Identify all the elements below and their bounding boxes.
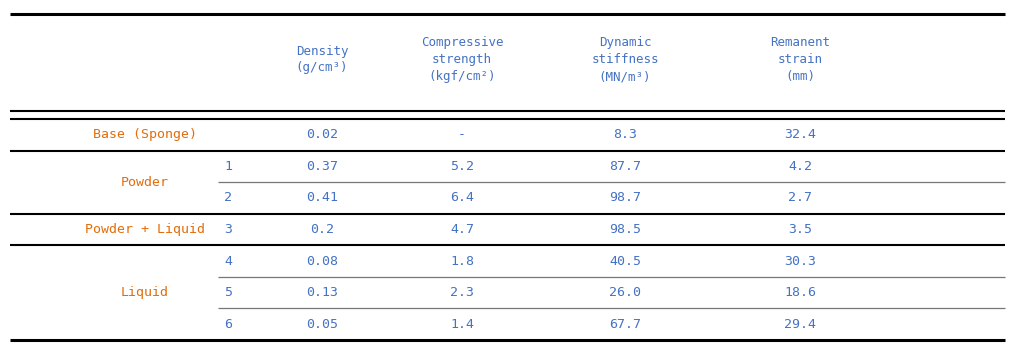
Text: 5: 5 bbox=[224, 286, 232, 299]
Text: 1.4: 1.4 bbox=[450, 318, 474, 331]
Text: 5.2: 5.2 bbox=[450, 160, 474, 173]
Text: 30.3: 30.3 bbox=[784, 255, 816, 268]
Text: 32.4: 32.4 bbox=[784, 128, 816, 141]
Text: Dynamic
stiffness
(MN/m³): Dynamic stiffness (MN/m³) bbox=[592, 36, 659, 83]
Text: 0.2: 0.2 bbox=[310, 223, 334, 236]
Text: 0.05: 0.05 bbox=[306, 318, 338, 331]
Text: 4.2: 4.2 bbox=[788, 160, 812, 173]
Text: 98.5: 98.5 bbox=[609, 223, 641, 236]
Text: -: - bbox=[458, 128, 466, 141]
Text: Density
(g/cm³): Density (g/cm³) bbox=[295, 45, 348, 74]
Text: 0.08: 0.08 bbox=[306, 255, 338, 268]
Text: 3: 3 bbox=[224, 223, 232, 236]
Text: 1: 1 bbox=[224, 160, 232, 173]
Text: 1.8: 1.8 bbox=[450, 255, 474, 268]
Text: 0.41: 0.41 bbox=[306, 192, 338, 204]
Text: Powder + Liquid: Powder + Liquid bbox=[85, 223, 205, 236]
Text: Compressive
strength
(kgf/cm²): Compressive strength (kgf/cm²) bbox=[421, 36, 503, 83]
Text: 29.4: 29.4 bbox=[784, 318, 816, 331]
Text: 18.6: 18.6 bbox=[784, 286, 816, 299]
Text: 6.4: 6.4 bbox=[450, 192, 474, 204]
Text: 2.3: 2.3 bbox=[450, 286, 474, 299]
Text: 2: 2 bbox=[224, 192, 232, 204]
Text: 67.7: 67.7 bbox=[609, 318, 641, 331]
Text: 0.13: 0.13 bbox=[306, 286, 338, 299]
Text: Remanent
strain
(mm): Remanent strain (mm) bbox=[770, 36, 830, 83]
Text: 0.37: 0.37 bbox=[306, 160, 338, 173]
Text: Base (Sponge): Base (Sponge) bbox=[93, 128, 197, 141]
Text: Powder: Powder bbox=[121, 176, 170, 189]
Text: Liquid: Liquid bbox=[121, 286, 170, 299]
Text: 4.7: 4.7 bbox=[450, 223, 474, 236]
Text: 2.7: 2.7 bbox=[788, 192, 812, 204]
Text: 98.7: 98.7 bbox=[609, 192, 641, 204]
Text: 6: 6 bbox=[224, 318, 232, 331]
Text: 0.02: 0.02 bbox=[306, 128, 338, 141]
Text: 40.5: 40.5 bbox=[609, 255, 641, 268]
Text: 8.3: 8.3 bbox=[613, 128, 637, 141]
Text: 26.0: 26.0 bbox=[609, 286, 641, 299]
Text: 87.7: 87.7 bbox=[609, 160, 641, 173]
Text: 4: 4 bbox=[224, 255, 232, 268]
Text: 3.5: 3.5 bbox=[788, 223, 812, 236]
